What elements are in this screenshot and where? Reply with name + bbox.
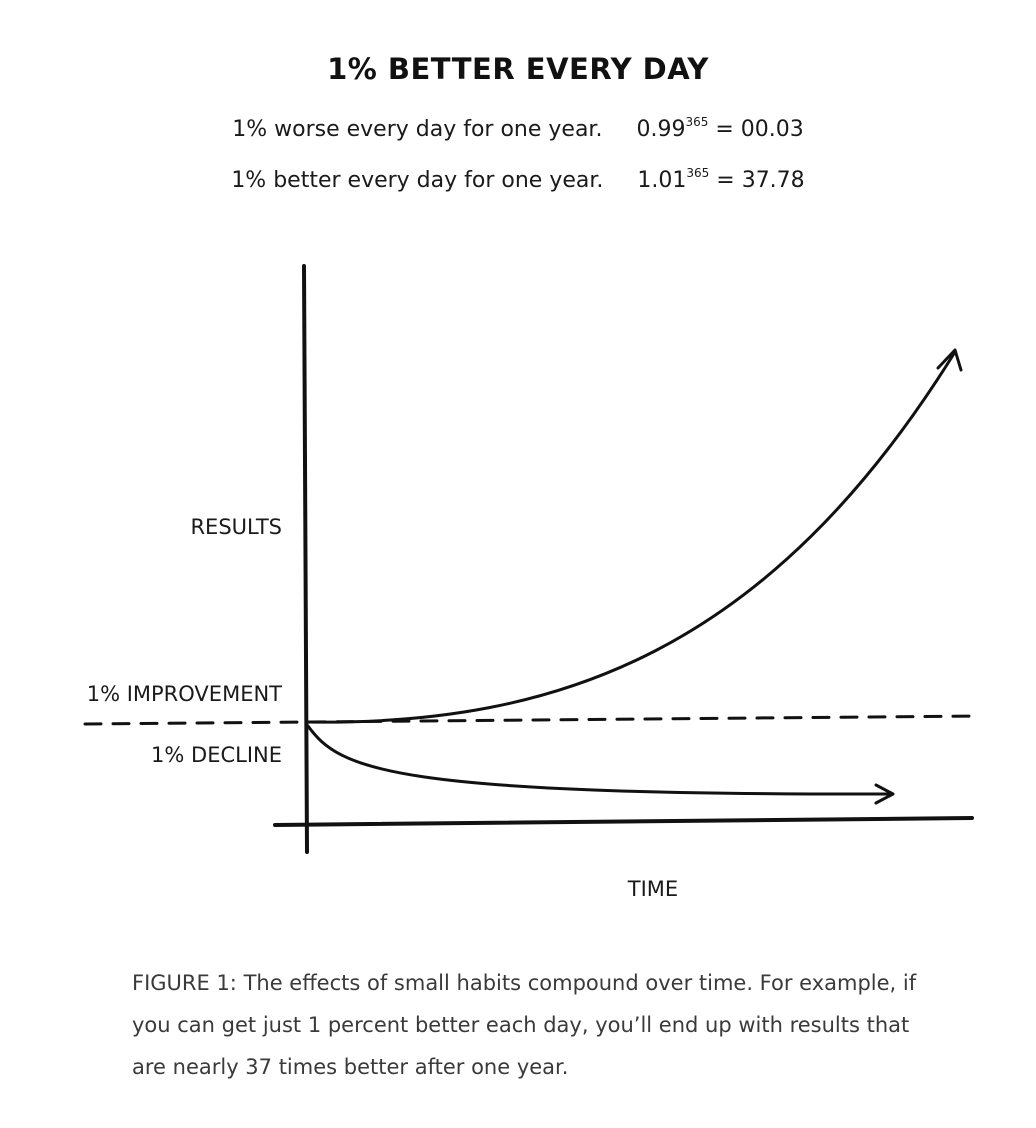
decline-label: 1% DECLINE bbox=[151, 743, 282, 767]
worse-equation-base: 0.99 bbox=[636, 117, 686, 142]
x-axis bbox=[273, 816, 974, 827]
figure-title: 1% BETTER EVERY DAY bbox=[327, 52, 709, 86]
better-equation-exponent: 365 bbox=[686, 166, 710, 180]
y-axis bbox=[302, 264, 309, 854]
figure-caption: FIGURE 1: The effects of small habits co… bbox=[132, 971, 917, 1079]
better-equation-row: 1% better every day for one year. 1.01365… bbox=[0, 166, 1036, 193]
baseline-dashed-line bbox=[83, 714, 980, 726]
worse-equation-result: = 00.03 bbox=[715, 117, 804, 142]
better-equation-text: 1% better every day for one year. bbox=[231, 168, 604, 193]
improvement-arrowhead bbox=[936, 348, 963, 372]
decline-arrowhead bbox=[874, 783, 895, 805]
worse-equation-row: 1% worse every day for one year. 0.99365 … bbox=[0, 115, 1036, 142]
worse-equation-text: 1% worse every day for one year. bbox=[232, 117, 603, 142]
improvement-label: 1% IMPROVEMENT bbox=[87, 682, 282, 706]
worse-equation-exponent: 365 bbox=[685, 115, 709, 129]
results-axis-label: RESULTS bbox=[190, 515, 282, 539]
decline-curve bbox=[306, 724, 894, 796]
time-axis-label: TIME bbox=[627, 877, 678, 901]
improvement-curve bbox=[304, 350, 957, 724]
better-equation-result: = 37.78 bbox=[716, 168, 805, 193]
better-equation-base: 1.01 bbox=[637, 168, 687, 193]
